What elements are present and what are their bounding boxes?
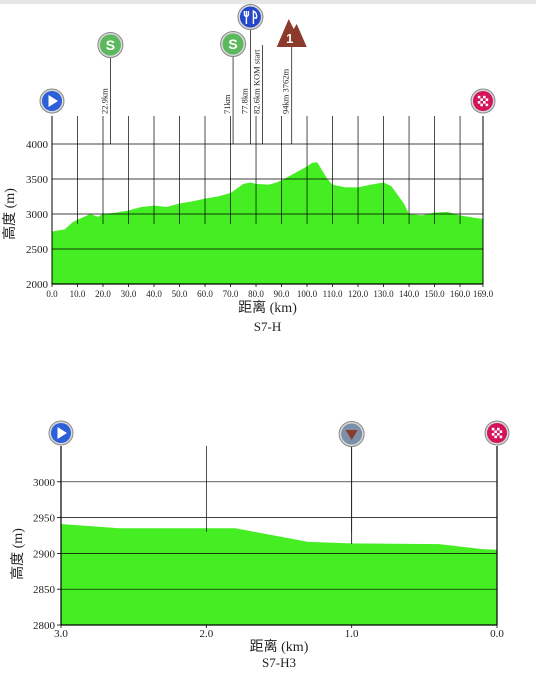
finish-icon-check (494, 430, 497, 433)
finish-icon-check (480, 98, 483, 101)
y-tick-label: 2500 (26, 244, 49, 256)
finish-icon-check (485, 103, 489, 107)
sprint-icon-disc (99, 34, 121, 56)
y-tick-label: 2900 (33, 548, 56, 560)
x-tick-label: 1.0 (345, 628, 359, 640)
finish-icon-check (491, 433, 495, 436)
start-icon (39, 88, 65, 114)
x-tick-label: 80.0 (248, 289, 264, 299)
descent-icon (338, 421, 365, 447)
start-icon-arrow (57, 427, 67, 439)
x-tick-label: 160.0 (450, 289, 471, 299)
marker-km-label: 82.6km KOM start (252, 49, 262, 114)
start-icon (48, 420, 74, 446)
y-tick-label: 2850 (33, 584, 56, 596)
top-bar (0, 0, 536, 4)
y-tick-label: 4000 (26, 139, 49, 151)
finish-icon-check (480, 103, 483, 107)
x-tick-label: 20.0 (95, 289, 111, 299)
finish-flag-icon (470, 88, 496, 114)
x-tick-label: 100.0 (297, 289, 318, 299)
fork-glyph (243, 11, 250, 24)
finish-icon-check (483, 101, 486, 104)
x-tick-label: 3.0 (54, 628, 68, 640)
y-tick-label: 3000 (26, 209, 49, 221)
descent-icon-triangle (345, 430, 358, 440)
x-tick-label: 90.0 (274, 289, 290, 299)
x-tick-label: 140.0 (399, 289, 420, 299)
marker-km-label: 94km 3762m (281, 69, 291, 114)
y-tick-label: 2800 (33, 620, 56, 632)
elevation-area (52, 162, 483, 284)
x-tick-label: 130.0 (373, 289, 394, 299)
chart-subtitle: S7-H (254, 319, 281, 334)
profile-chart-s7-h: 2000 2500 3000 3500 4000 0.0 10.0 20.0 30.0 40.0 5… (1, 4, 496, 334)
knife-glyph (252, 9, 258, 24)
elevation-area (61, 524, 497, 625)
finish-flag-icon (484, 420, 510, 446)
x-tick-label: 10.0 (70, 289, 86, 299)
start-icon-arrow (48, 95, 58, 107)
x-tick-label: 0.0 (46, 289, 58, 299)
x-tick-label: 110.0 (323, 289, 343, 299)
x-axis-title: 距离 (km) (250, 638, 309, 655)
finish-icon-check (499, 430, 503, 433)
finish-icon-check (499, 435, 503, 439)
marker-km-label: 22.9km (99, 88, 109, 114)
sprint-icon: S (220, 31, 247, 57)
x-tick-label: 50.0 (172, 289, 188, 299)
finish-icon-check (477, 95, 481, 99)
kom-category-label: 1 (286, 31, 293, 46)
y-tick-label: 2950 (33, 513, 56, 525)
y-tick-label: 3000 (33, 477, 56, 489)
x-tick-label: 120.0 (348, 289, 369, 299)
finish-icon-check (485, 98, 489, 101)
mountain-shape (276, 19, 307, 47)
x-tick-label: 60.0 (197, 289, 213, 299)
finish-icon-check (477, 101, 481, 104)
x-tick-label: 30.0 (121, 289, 137, 299)
y-axis-title: 高度 (m) (9, 528, 26, 580)
finish-icon-check (497, 427, 500, 431)
y-tick-label: 3500 (26, 174, 49, 186)
x-tick-label: 150.0 (424, 289, 445, 299)
sprint-icon: S (97, 32, 124, 58)
finish-icon-check (494, 435, 497, 439)
x-tick-label: 169.0 (473, 289, 494, 299)
feed-zone-icon (237, 4, 264, 30)
chart-subtitle: S7-H3 (262, 655, 296, 670)
finish-icon-check (483, 95, 486, 99)
finish-icon-check (491, 427, 495, 431)
x-tick-label: 40.0 (146, 289, 162, 299)
x-tick-label: 0.0 (490, 628, 504, 640)
sprint-icon-glyph: S (228, 36, 237, 52)
x-tick-label: 70.0 (223, 289, 239, 299)
y-axis-title: 高度 (m) (1, 188, 18, 240)
sprint-icon-disc (222, 33, 244, 55)
y-tick-label: 2000 (26, 279, 49, 291)
x-tick-label: 2.0 (199, 628, 213, 640)
marker-km-label: 71km (222, 94, 232, 114)
x-axis-title: 距离 (km) (238, 299, 297, 316)
finish-icon-check (497, 433, 500, 436)
kom-mountain-icon: 1 (276, 19, 307, 47)
sprint-icon-glyph: S (106, 37, 115, 53)
marker-km-label: 77.8km (239, 88, 249, 114)
